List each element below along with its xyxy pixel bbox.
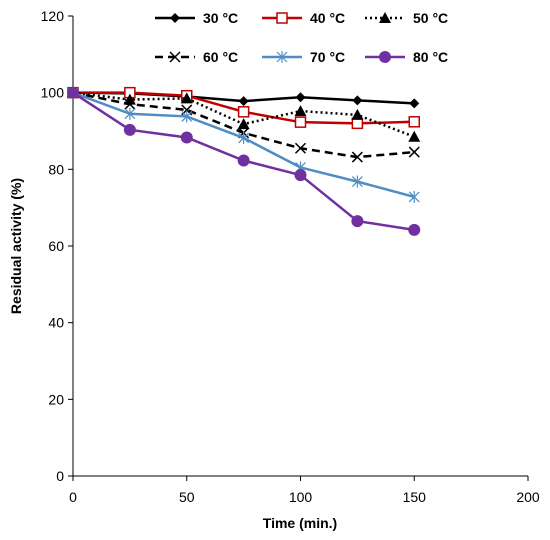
- legend-label: 30 °C: [203, 10, 238, 26]
- data-point: [237, 118, 250, 130]
- legend-label: 40 °C: [310, 10, 345, 26]
- series-5: [67, 86, 421, 236]
- data-point: [294, 116, 307, 128]
- data-point: [408, 116, 420, 128]
- data-point: [408, 146, 420, 158]
- x-tick-label: 100: [289, 489, 313, 505]
- series-0: [68, 87, 420, 109]
- data-point: [237, 154, 250, 167]
- y-axis-title: Residual activity (%): [8, 178, 24, 314]
- legend-item: 30 °C: [155, 10, 238, 26]
- data-point: [181, 110, 193, 123]
- data-point: [180, 92, 193, 104]
- data-point: [408, 190, 420, 203]
- legend-marker: [379, 51, 391, 63]
- legend-label: 50 °C: [413, 10, 448, 26]
- legend-marker: [276, 51, 288, 63]
- data-point: [351, 108, 364, 120]
- data-point: [352, 95, 363, 106]
- data-point: [124, 107, 136, 120]
- series-4: [67, 86, 420, 203]
- legend-label: 60 °C: [203, 49, 238, 65]
- y-tick-label: 40: [48, 315, 64, 331]
- y-tick-label: 80: [48, 161, 64, 177]
- data-point: [295, 92, 306, 103]
- legend-item: 50 °C: [365, 10, 448, 26]
- data-point: [294, 142, 307, 154]
- x-axis-title: Time (min.): [263, 515, 337, 531]
- legend-marker: [169, 51, 181, 63]
- legend-marker: [170, 13, 180, 23]
- legend-marker: [379, 12, 391, 23]
- data-point: [294, 169, 307, 182]
- data-point: [238, 96, 249, 107]
- legend-item: 80 °C: [365, 49, 448, 65]
- legend-item: 40 °C: [262, 10, 345, 26]
- x-tick-label: 200: [516, 489, 540, 505]
- x-tick-label: 0: [69, 489, 77, 505]
- data-point: [408, 223, 421, 236]
- legend-label: 70 °C: [310, 49, 345, 65]
- data-point: [351, 175, 363, 188]
- data-point: [180, 131, 193, 144]
- data-point: [123, 123, 136, 136]
- data-point: [294, 105, 307, 117]
- y-tick-label: 0: [56, 468, 64, 484]
- data-point: [351, 151, 363, 163]
- data-point: [351, 215, 364, 228]
- legend-label: 80 °C: [413, 49, 448, 65]
- legend-item: 70 °C: [262, 49, 345, 65]
- data-point: [237, 106, 250, 118]
- legend-item: 60 °C: [155, 49, 238, 65]
- data-point: [67, 86, 79, 99]
- data-point: [238, 131, 250, 144]
- y-tick-label: 60: [48, 238, 64, 254]
- x-tick-label: 50: [179, 489, 195, 505]
- y-tick-label: 120: [41, 8, 65, 24]
- data-point: [409, 98, 420, 109]
- x-tick-label: 150: [403, 489, 427, 505]
- data-point: [124, 98, 136, 110]
- y-tick-label: 100: [41, 85, 65, 101]
- data-point: [408, 130, 421, 142]
- y-tick-label: 20: [48, 391, 64, 407]
- legend-marker: [276, 12, 288, 24]
